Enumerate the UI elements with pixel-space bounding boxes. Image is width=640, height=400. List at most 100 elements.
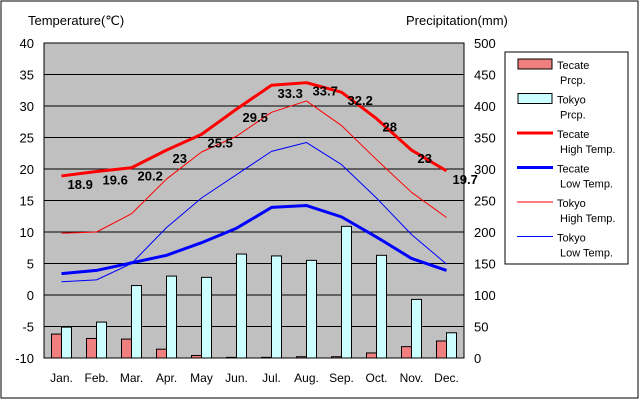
legend-tokyo-low: Tokyo Low Temp. [517, 233, 613, 260]
month-label: Jun. [225, 371, 248, 385]
tecate-high-data-label: 29.5 [243, 110, 268, 125]
left-tick-label: 10 [20, 225, 34, 240]
legend-label: Tecate [557, 164, 589, 176]
month-label: May [190, 371, 213, 385]
tecate-precip-bar [191, 354, 202, 359]
tecate-precip-bar [226, 356, 237, 359]
legend-label: Tecate [557, 129, 589, 141]
right-tick-label: 350 [474, 131, 496, 146]
legend-label: Tecate [557, 60, 589, 72]
right-tick-label: 150 [474, 257, 496, 272]
tokyo-precip-bar [411, 298, 422, 359]
tecate-high-line [61, 81, 448, 178]
month-label: Apr. [156, 371, 177, 385]
tokyo-precip-bar [376, 254, 387, 359]
tecate-high-data-label: 28 [383, 120, 397, 135]
right-tick-labels: 0 50 100 150 200 250 300 350 400 450 500 [474, 36, 496, 366]
right-tick-label: 300 [474, 162, 496, 177]
legend-tecate-precip: Tecate Prcp. [517, 58, 589, 87]
tecate-high-data-label: 18.9 [68, 177, 93, 192]
right-tick-label: 500 [474, 36, 496, 51]
month-label: Jan. [50, 371, 73, 385]
month-label: Jul. [262, 371, 281, 385]
month-label: Nov. [400, 371, 424, 385]
tecate-low-line [61, 204, 447, 276]
tecate-high-data-label: 25.5 [208, 135, 233, 150]
tecate-precip-bar [331, 356, 342, 359]
tokyo-high-line [61, 100, 447, 234]
left-tick-label: 35 [20, 68, 34, 83]
right-tick-label: 50 [474, 320, 488, 335]
tecate-high-data-label: 33.3 [278, 86, 303, 101]
left-tick-label: 25 [20, 131, 34, 146]
tecate-precip-bar [51, 333, 62, 359]
left-tick-label: 20 [20, 162, 34, 177]
month-label: Sep. [329, 371, 354, 385]
left-tick-label: 40 [20, 36, 34, 51]
legend-label: High Temp. [560, 144, 615, 156]
legend-label: Tokyo [557, 198, 586, 210]
tokyo-precip-bar [306, 259, 317, 359]
tokyo-precip-bar [341, 225, 352, 359]
tokyo-precip-bar [271, 255, 282, 359]
tecate-high-data-label: 33.7 [313, 84, 338, 99]
left-tick-label: -5 [22, 320, 34, 335]
month-labels: Jan. Feb. Mar. Apr. May Jun. Jul. Aug. Sep. Oct. N… [50, 371, 459, 385]
tecate-high-data-label: 23 [173, 151, 187, 166]
left-tick-label: 30 [20, 99, 34, 114]
tokyo-precip-bar [96, 321, 107, 359]
legend-swatch [517, 58, 553, 70]
right-tick-label: 400 [474, 99, 496, 114]
right-tick-label: 200 [474, 225, 496, 240]
tokyo-precip-bar [166, 275, 177, 359]
left-tick-label: 0 [27, 288, 34, 303]
right-tick-label: 250 [474, 194, 496, 209]
tokyo-precip-bar [201, 276, 212, 359]
legend-tecate-low: Tecate Low Temp. [517, 164, 613, 191]
tecate-high-data-label: 20.2 [138, 169, 163, 184]
tecate-high-data-label: 32.2 [348, 93, 373, 108]
left-tick-labels: -10 -5 0 5 10 15 20 25 30 35 40 [15, 36, 34, 366]
right-tick-label: 100 [474, 288, 496, 303]
legend-label: Prcp. [560, 75, 586, 87]
month-label: Oct. [365, 371, 387, 385]
month-label: Feb. [84, 371, 108, 385]
left-tick-label: -10 [15, 351, 34, 366]
temperature-lines [61, 81, 448, 283]
right-tick-label: 0 [474, 351, 481, 366]
legend-label: Tokyo [557, 233, 586, 245]
legend-label: High Temp. [560, 213, 615, 225]
tokyo-precip-bar [446, 332, 457, 359]
precipitation-bars [51, 225, 457, 359]
left-axis-title: Temperature(℃) [28, 13, 124, 28]
tecate-high-data-label: 19.7 [453, 172, 478, 187]
legend-swatch [517, 93, 553, 104]
left-tick-label: 15 [20, 194, 34, 209]
legend-box [504, 51, 629, 265]
tecate-precip-bar [296, 356, 307, 359]
tecate-high-data-label: 19.6 [103, 173, 128, 188]
tecate-precip-bar [436, 340, 447, 359]
month-label: Aug. [294, 371, 319, 385]
left-tick-label: 5 [27, 257, 34, 272]
right-axis-title: Precipitation(mm) [406, 13, 508, 28]
data-labels: 18.9 19.6 20.2 23 25.5 29.5 33.3 33.7 32.2 28 23 19… [68, 84, 478, 192]
tokyo-low-line [61, 142, 447, 283]
tecate-precip-bar [261, 356, 272, 359]
legend-tokyo-high: Tokyo High Temp. [517, 198, 615, 225]
tecate-precip-bar [121, 338, 132, 359]
month-label: Dec. [434, 371, 459, 385]
legend-tokyo-precip: Tokyo Prcp. [517, 93, 586, 122]
right-tick-label: 450 [474, 68, 496, 83]
tokyo-precip-bar [61, 326, 72, 359]
tecate-precip-bar [86, 337, 97, 359]
tecate-precip-bar [401, 346, 412, 359]
tecate-precip-bar [366, 352, 377, 359]
legend-label: Low Temp. [560, 248, 613, 260]
tecate-precip-bar [156, 348, 167, 359]
tokyo-precip-bar [236, 253, 247, 359]
legend-label: Prcp. [560, 110, 586, 122]
legend-label: Low Temp. [560, 179, 613, 191]
tecate-high-data-label: 23 [418, 151, 432, 166]
